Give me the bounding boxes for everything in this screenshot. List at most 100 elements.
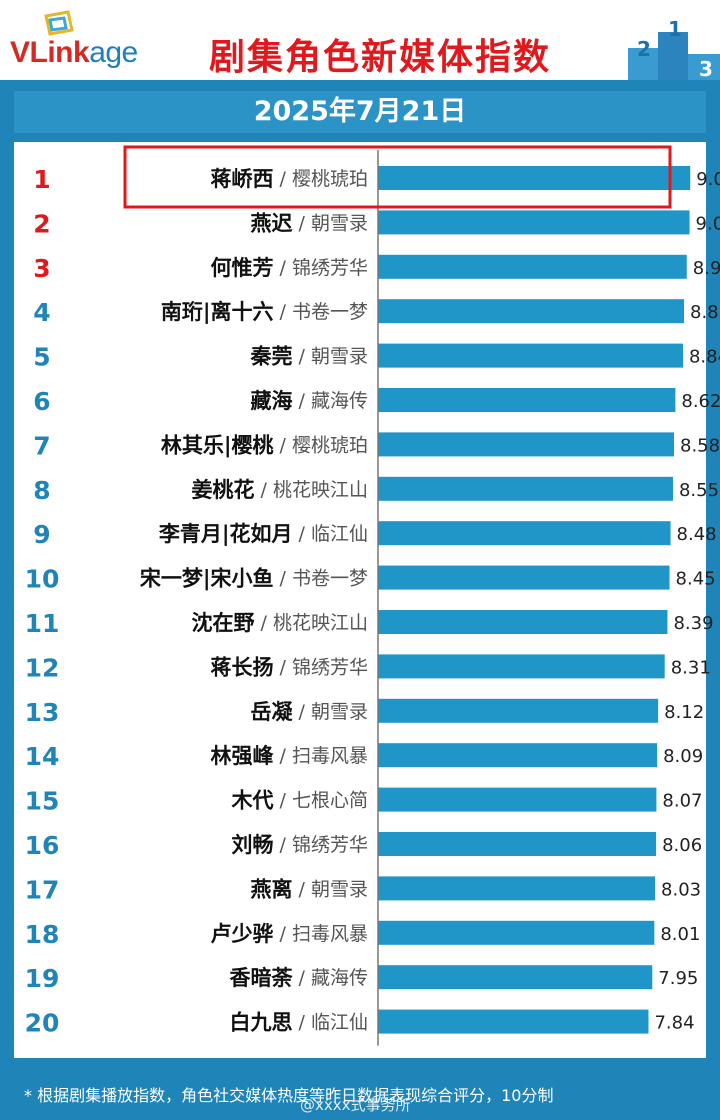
- bar: [378, 787, 657, 812]
- character-label: 藏海: [251, 389, 293, 413]
- footer-bar: [0, 1058, 720, 1120]
- value-label: 8.01: [660, 924, 700, 945]
- character-label: 香暗荼: [230, 966, 294, 990]
- bar: [378, 698, 659, 723]
- rank-label: 6: [33, 387, 50, 416]
- drama-label: / 樱桃琥珀: [280, 434, 368, 456]
- value-label: 8.07: [662, 791, 702, 812]
- header: VLinkage 剧集角色新媒体指数 2 1 3: [0, 0, 720, 80]
- value-label: 8.03: [661, 879, 701, 900]
- rank-label: 15: [25, 787, 60, 816]
- bar: [378, 610, 668, 634]
- value-label: 8.55: [679, 480, 719, 501]
- bar: [378, 965, 653, 990]
- character-label: 何惟芳: [211, 256, 274, 280]
- drama-label: / 七根心简: [280, 790, 368, 812]
- rank-label: 19: [25, 964, 60, 993]
- character-label: 白九思: [230, 1011, 293, 1035]
- bar: [378, 743, 658, 768]
- character-label: 林其乐|樱桃: [161, 433, 274, 458]
- bar: [378, 343, 683, 368]
- bar: [378, 299, 685, 324]
- value-label: 8.06: [662, 835, 702, 856]
- value-label: 8.87: [690, 302, 720, 323]
- rank-label: 7: [33, 431, 50, 460]
- rank-label: 20: [25, 1009, 60, 1038]
- podium-digit-2: 2: [637, 37, 651, 61]
- bar: [378, 388, 676, 412]
- drama-label: / 桃花映江山: [261, 612, 368, 634]
- character-label: 木代: [231, 789, 274, 813]
- bar: [378, 832, 657, 856]
- chart-frame: [0, 142, 720, 1058]
- logo-mark-icon: [44, 10, 74, 36]
- drama-label: / 藏海传: [299, 390, 368, 412]
- drama-label: / 朝雪录: [299, 346, 368, 368]
- character-label: 刘畅: [232, 833, 274, 857]
- highlight-box: [123, 145, 672, 209]
- character-label: 蒋峤西: [211, 167, 274, 191]
- rank-label: 11: [25, 609, 60, 638]
- character-label: 南珩|离十六: [161, 300, 274, 325]
- drama-label: / 扫毒风暴: [280, 923, 368, 945]
- bar: [378, 654, 665, 679]
- rank-label: 2: [33, 209, 50, 238]
- character-label: 秦莞: [250, 345, 293, 369]
- character-label: 燕迟: [251, 211, 293, 235]
- drama-label: / 朝雪录: [299, 878, 368, 900]
- value-label: 8.39: [673, 613, 713, 634]
- bar: [378, 254, 687, 279]
- value-label: 8.95: [693, 258, 720, 279]
- drama-label: / 朝雪录: [299, 701, 368, 723]
- bar: [378, 210, 690, 235]
- value-label: 8.31: [671, 657, 711, 678]
- rank-label: 4: [33, 298, 50, 327]
- value-label: 8.62: [681, 391, 720, 412]
- character-label: 宋一梦|宋小鱼: [140, 567, 274, 592]
- character-label: 李青月|花如月: [158, 522, 293, 547]
- rank-label: 18: [25, 920, 60, 949]
- rank-label: 17: [25, 875, 60, 904]
- rank-label: 8: [33, 476, 50, 505]
- drama-label: / 锦绣芳华: [280, 257, 368, 279]
- value-label: 7.95: [658, 968, 698, 989]
- rank-label: 1: [33, 165, 50, 194]
- character-label: 卢少骅: [211, 922, 274, 946]
- drama-label: / 藏海传: [299, 967, 368, 989]
- bar: [378, 166, 691, 190]
- bar: [378, 920, 655, 945]
- drama-label: / 临江仙: [299, 523, 368, 545]
- value-label: 7.84: [654, 1013, 694, 1034]
- value-label: 8.09: [663, 746, 703, 767]
- bar: [378, 521, 671, 546]
- bar: [378, 1009, 649, 1034]
- drama-label: / 朝雪录: [299, 212, 368, 234]
- rank-label: 12: [25, 653, 60, 682]
- value-label: 8.84: [689, 347, 720, 368]
- drama-label: / 临江仙: [299, 1012, 368, 1034]
- date-label: 2025年7月21日: [14, 91, 706, 133]
- podium-digit-3: 3: [699, 57, 713, 80]
- rank-label: 9: [33, 520, 50, 549]
- character-label: 沈在野: [192, 611, 255, 635]
- rank-label: 13: [25, 698, 60, 727]
- rank-label: 3: [33, 254, 50, 283]
- watermark: @xxxx式事务所: [300, 1096, 411, 1114]
- value-label: 8.58: [680, 435, 720, 456]
- vlinkage-logo: VLinkage: [10, 36, 138, 69]
- bar: [378, 876, 656, 901]
- character-label: 蒋长扬: [211, 655, 274, 679]
- character-label: 林强峰: [211, 744, 274, 768]
- rank-label: 16: [25, 831, 60, 860]
- rank-label: 14: [25, 742, 60, 771]
- value-label: 9.05: [696, 169, 720, 190]
- bar: [378, 565, 670, 590]
- value-label: 8.12: [664, 702, 704, 723]
- character-label: 燕离: [251, 877, 293, 901]
- drama-label: / 锦绣芳华: [280, 834, 368, 856]
- drama-label: / 书卷一梦: [280, 301, 368, 323]
- drama-label: / 樱桃琥珀: [280, 168, 368, 190]
- value-label: 8.45: [676, 569, 716, 590]
- page-title: 剧集角色新媒体指数: [208, 37, 551, 78]
